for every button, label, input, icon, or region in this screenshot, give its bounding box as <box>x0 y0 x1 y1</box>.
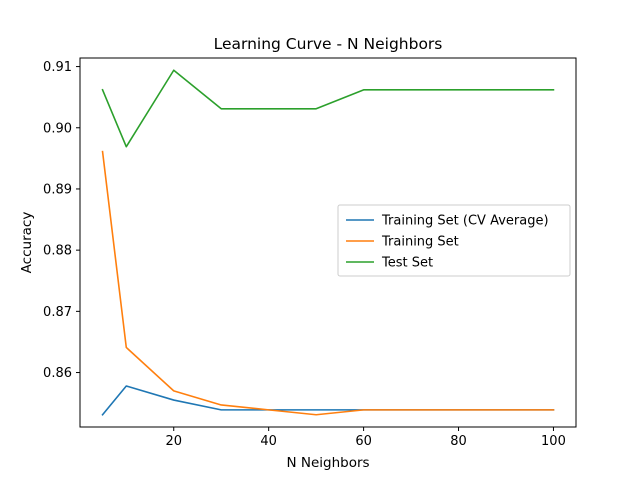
x-tick-label: 60 <box>355 434 372 449</box>
x-tick-label: 80 <box>450 434 467 449</box>
legend-box <box>337 204 571 277</box>
x-tick-label: 20 <box>165 434 182 449</box>
series-layer <box>101 69 555 416</box>
series-line-2 <box>101 150 555 416</box>
x-tick-label: 40 <box>260 434 277 449</box>
legend-label-1: Training Set (CV Average) <box>381 214 549 229</box>
y-axis: 0.86 0.87 0.88 0.89 0.90 0.91 <box>43 60 80 381</box>
y-tick-label: 0.87 <box>43 305 72 320</box>
y-axis-label: Accuracy <box>19 212 35 274</box>
legend-label-3: Test Set <box>381 256 433 271</box>
y-tick-label: 0.88 <box>43 244 72 259</box>
legend-label-2: Training Set <box>381 235 459 250</box>
y-tick-label: 0.91 <box>43 60 72 75</box>
x-axis-label: N Neighbors <box>286 455 369 471</box>
chart-title: Learning Curve - N Neighbors <box>214 35 443 53</box>
y-tick-label: 0.86 <box>43 366 72 381</box>
series-line-3 <box>101 69 555 148</box>
y-tick-label: 0.89 <box>43 182 72 197</box>
legend: Training Set (CV Average) Training Set Tes… <box>337 204 571 277</box>
x-tick-label: 100 <box>541 434 566 449</box>
x-axis: 20 40 60 80 100 <box>165 427 566 449</box>
y-tick-label: 0.90 <box>43 121 72 136</box>
